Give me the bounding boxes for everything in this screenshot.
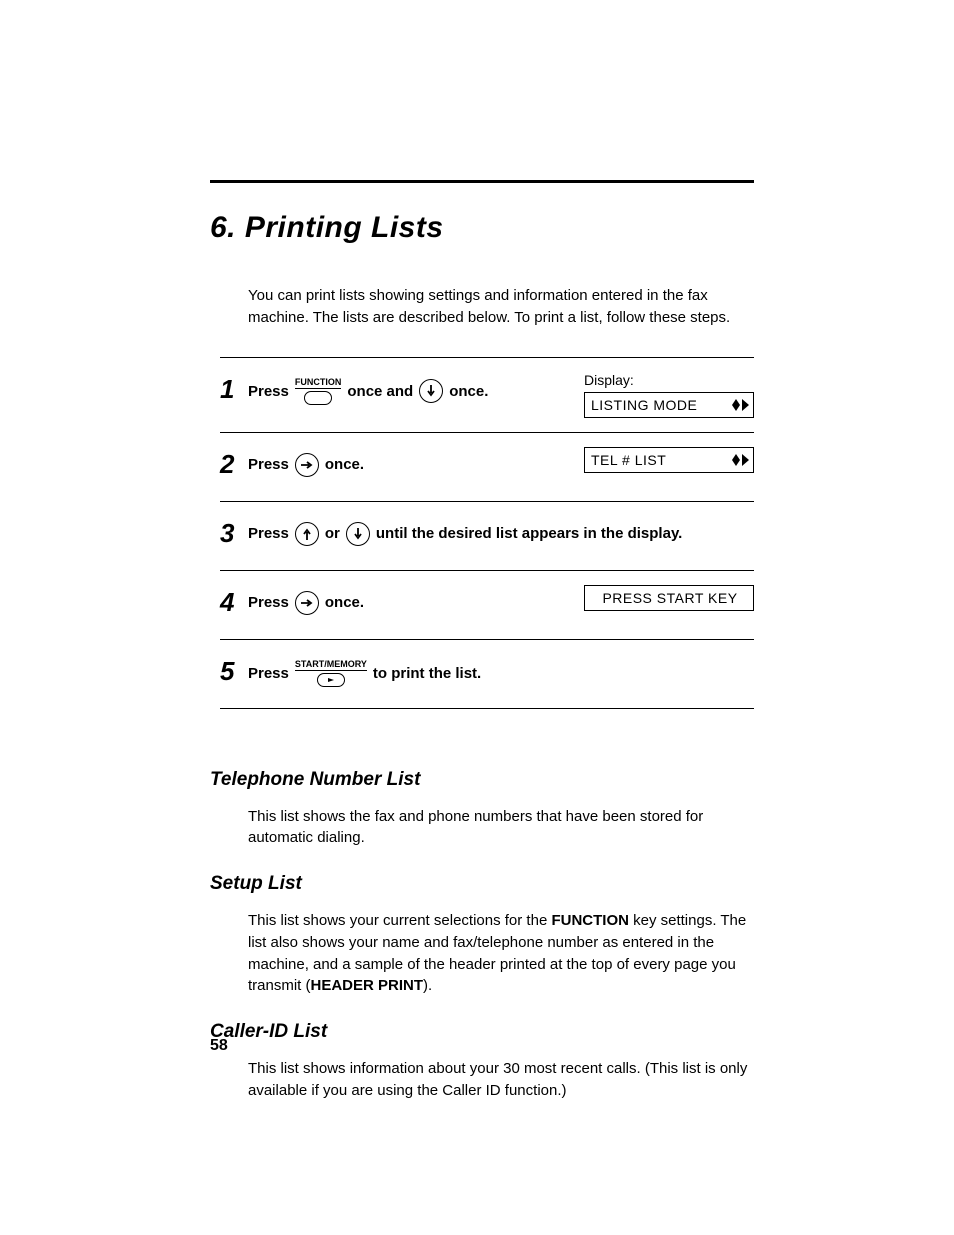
step-row: 5 Press START/MEMORY to print the list. xyxy=(220,640,754,708)
step-number: 3 xyxy=(220,520,248,546)
right-arrow-icon xyxy=(295,453,319,477)
function-key-icon: FUNCTION xyxy=(295,378,342,405)
start-memory-key-icon: START/MEMORY xyxy=(295,660,367,687)
step-text: once. xyxy=(325,594,364,611)
header-rule xyxy=(210,180,754,183)
body-text: This list shows your current selections … xyxy=(248,912,551,929)
steps-block: 1 Press FUNCTION once and once. Display:… xyxy=(220,357,754,709)
step-text: once and xyxy=(347,383,413,400)
lcd-text: PRESS START KEY xyxy=(602,590,737,606)
section-heading: Telephone Number List xyxy=(210,769,754,791)
chapter-title: 6. Printing Lists xyxy=(210,211,754,245)
step-number: 4 xyxy=(220,589,248,615)
step-text: once. xyxy=(325,456,364,473)
step-row: 4 Press once. PRESS START KEY xyxy=(220,571,754,639)
down-arrow-icon xyxy=(419,379,443,403)
body-bold: FUNCTION xyxy=(551,912,629,929)
lcd-text: LISTING MODE xyxy=(591,397,697,413)
step-instruction: Press once. xyxy=(248,447,564,477)
section-body: This list shows the fax and phone number… xyxy=(248,806,754,850)
lcd-nav-icons xyxy=(732,454,749,466)
up-arrow-icon xyxy=(295,522,319,546)
step-instruction: Press FUNCTION once and once. xyxy=(248,372,564,405)
step-row: 1 Press FUNCTION once and once. Display:… xyxy=(220,358,754,432)
lcd-display: PRESS START KEY xyxy=(584,585,754,611)
section-heading: Setup List xyxy=(210,873,754,895)
lcd-nav-icons xyxy=(732,399,749,411)
right-icon xyxy=(742,454,749,466)
step-instruction: Press once. xyxy=(248,585,564,615)
key-label-text: FUNCTION xyxy=(295,378,342,389)
step-separator xyxy=(220,708,754,709)
body-text: ). xyxy=(423,977,432,994)
step-number: 5 xyxy=(220,658,248,684)
display-column: PRESS START KEY xyxy=(584,585,754,611)
key-oval-icon xyxy=(304,391,332,405)
lcd-display: LISTING MODE xyxy=(584,392,754,418)
display-column: Display: LISTING MODE xyxy=(584,372,754,418)
page-number: 58 xyxy=(210,1037,228,1055)
updown-icon xyxy=(732,454,740,466)
step-number: 2 xyxy=(220,451,248,477)
key-label-text: START/MEMORY xyxy=(295,660,367,671)
step-row: 3 Press or until the desired list appear… xyxy=(220,502,754,570)
intro-paragraph: You can print lists showing settings and… xyxy=(248,285,754,329)
step-text: to print the list. xyxy=(373,665,481,682)
step-text: Press xyxy=(248,456,289,473)
updown-icon xyxy=(732,399,740,411)
section-body: This list shows information about your 3… xyxy=(248,1058,754,1102)
step-text: Press xyxy=(248,525,289,542)
lcd-display: TEL # LIST xyxy=(584,447,754,473)
step-instruction: Press or until the desired list appears … xyxy=(248,516,754,546)
step-instruction: Press START/MEMORY to print the list. xyxy=(248,654,754,687)
step-text: or xyxy=(325,525,340,542)
step-text: Press xyxy=(248,594,289,611)
display-column: TEL # LIST xyxy=(584,447,754,473)
step-text: Press xyxy=(248,665,289,682)
step-text: until the desired list appears in the di… xyxy=(376,525,682,542)
step-number: 1 xyxy=(220,376,248,402)
section-body: This list shows your current selections … xyxy=(248,910,754,997)
step-text: once. xyxy=(449,383,488,400)
display-label: Display: xyxy=(584,372,754,388)
down-arrow-icon xyxy=(346,522,370,546)
section-heading: Caller-ID List xyxy=(210,1021,754,1043)
step-text: Press xyxy=(248,383,289,400)
right-icon xyxy=(742,399,749,411)
page: 6. Printing Lists You can print lists sh… xyxy=(0,0,954,1235)
right-arrow-icon xyxy=(295,591,319,615)
body-bold: HEADER PRINT xyxy=(311,977,424,994)
lcd-text: TEL # LIST xyxy=(591,452,666,468)
step-row: 2 Press once. TEL # LIST xyxy=(220,433,754,501)
key-oval-icon xyxy=(317,673,345,687)
